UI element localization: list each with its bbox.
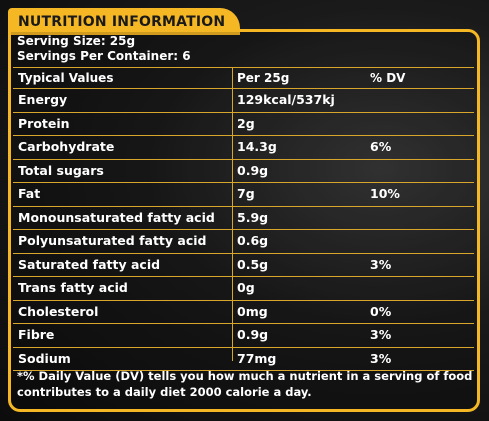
nutrient-per-25g: 77mg xyxy=(237,350,277,366)
table-row: Trans fatty acid 0g xyxy=(13,277,474,301)
table-header-row: Typical Values Per 25g % DV xyxy=(13,68,474,89)
nutrient-per-25g: 0g xyxy=(237,280,255,295)
nutrient-per-25g: 0.6g xyxy=(237,233,269,248)
table-row: Sodium 77mg 3% xyxy=(13,348,474,371)
serving-size: Serving Size: 25g xyxy=(17,34,136,48)
table-row: Protein 2g xyxy=(13,113,474,136)
nutrient-name: Sodium xyxy=(18,350,71,366)
nutrient-dv: 10% xyxy=(370,186,400,201)
table-row: Fibre 0.9g 3% xyxy=(13,324,474,348)
page-title: NUTRITION INFORMATION xyxy=(18,13,226,30)
table-row: Monounsaturated fatty acid 5.9g xyxy=(13,207,474,230)
table-row: Cholesterol 0mg 0% xyxy=(13,301,474,324)
nutrient-per-25g: 0mg xyxy=(237,303,268,319)
nutrient-name: Polyunsaturated fatty acid xyxy=(18,233,207,248)
nutrient-per-25g: 0.9g xyxy=(237,327,269,342)
table-row: Total sugars 0.9g xyxy=(13,160,474,183)
nutrient-per-25g: 5.9g xyxy=(237,209,269,225)
table-row: Fat 7g 10% xyxy=(13,183,474,207)
servings-per-container: Servings Per Container: 6 xyxy=(17,49,191,63)
nutrient-name: Cholesterol xyxy=(18,303,99,319)
footnote-line-1: *% Daily Value (DV) tells you how much a… xyxy=(17,369,473,383)
nutrient-dv: 3% xyxy=(370,350,392,366)
nutrient-name: Energy xyxy=(18,92,68,107)
column-divider-per xyxy=(232,67,233,361)
nutrient-per-25g: 14.3g xyxy=(237,139,277,154)
nutrient-name: Total sugars xyxy=(18,162,104,178)
table-row: Polyunsaturated fatty acid 0.6g xyxy=(13,230,474,254)
nutrient-dv: 3% xyxy=(370,256,392,272)
nutrient-per-25g: 0.5g xyxy=(237,256,269,272)
footnote-line-2: contributes to a daily diet 2000 calorie… xyxy=(17,385,312,399)
nutrient-name: Monounsaturated fatty acid xyxy=(18,209,215,225)
nutrition-table: Typical Values Per 25g % DV Energy 129kca… xyxy=(13,67,474,371)
nutrient-dv: 6% xyxy=(370,139,392,154)
nutrient-name: Carbohydrate xyxy=(18,139,115,154)
nutrient-name: Protein xyxy=(18,115,70,131)
nutrient-per-25g: 0.9g xyxy=(237,162,269,178)
nutrient-name: Fibre xyxy=(18,327,55,342)
nutrient-dv: 0% xyxy=(370,303,392,319)
table-row: Saturated fatty acid 0.5g 3% xyxy=(13,254,474,277)
nutrient-per-25g: 129kcal/537kj xyxy=(237,92,335,107)
nutrition-panel xyxy=(8,29,480,412)
nutrient-name: Trans fatty acid xyxy=(18,280,128,295)
nutrient-name: Fat xyxy=(18,186,41,201)
nutrient-per-25g: 2g xyxy=(237,115,255,131)
table-row: Energy 129kcal/537kj xyxy=(13,89,474,113)
column-header-per-25g: Per 25g xyxy=(237,71,290,85)
column-header-dv: % DV xyxy=(370,71,406,85)
column-header-typical-values: Typical Values xyxy=(18,71,114,85)
footnote: *% Daily Value (DV) tells you how much a… xyxy=(17,368,477,400)
table-row: Carbohydrate 14.3g 6% xyxy=(13,136,474,160)
nutrient-dv: 3% xyxy=(370,327,392,342)
nutrient-per-25g: 7g xyxy=(237,186,255,201)
nutrient-name: Saturated fatty acid xyxy=(18,256,161,272)
